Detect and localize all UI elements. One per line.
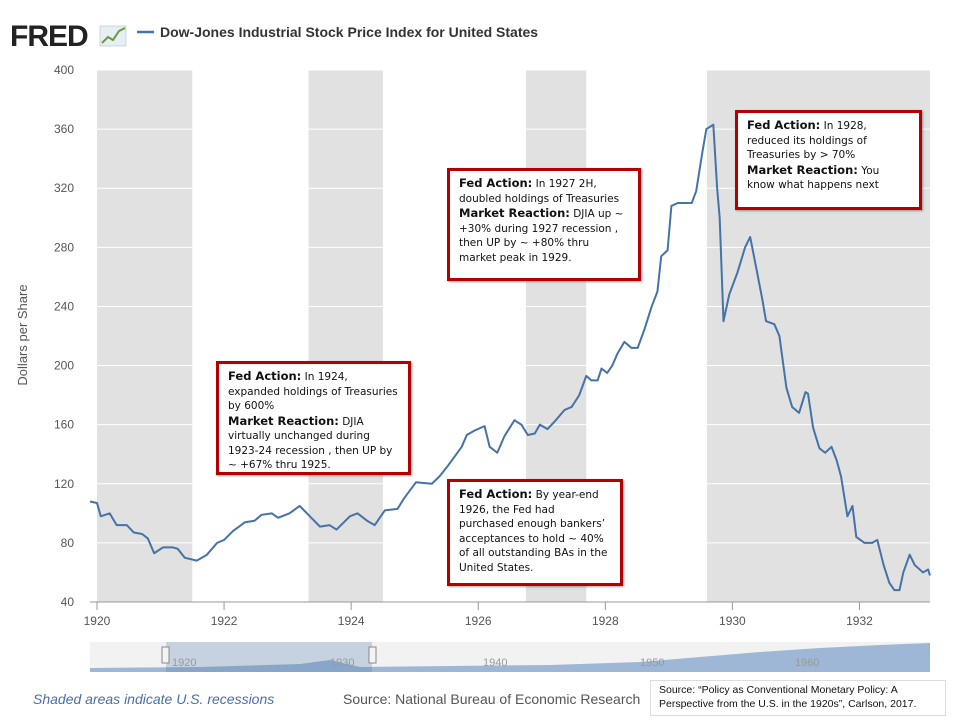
- annotation-text: In 1927 2H, doubled holdings of Treasuri…: [459, 178, 620, 205]
- y-tick-label: 40: [61, 595, 75, 609]
- x-tick-label: 1926: [465, 614, 492, 628]
- y-tick-label: 360: [54, 122, 74, 136]
- x-tick-label: 1924: [338, 614, 365, 628]
- x-tick-label: 1928: [592, 614, 619, 628]
- source: Source: National Bureau of Economic Rese…: [343, 691, 640, 707]
- y-tick-label: 160: [54, 418, 74, 432]
- annotation-text: By year-end 1926, the Fed had purchased …: [459, 489, 608, 574]
- annotation-label: Market Reaction:: [747, 162, 858, 177]
- annotation-text: In 1928, reduced its holdings of Treasur…: [747, 120, 867, 161]
- navigator: [90, 642, 930, 672]
- navigator-label: 1960: [795, 657, 819, 669]
- annotation-label: Fed Action:: [459, 487, 533, 501]
- x-tick-label: 1930: [719, 614, 746, 628]
- navigator-handle[interactable]: [161, 646, 170, 664]
- logo-icon: [99, 25, 127, 47]
- y-tick-label: 120: [54, 477, 74, 491]
- navigator-labels: 1920 1930 1940 1950 1960: [172, 657, 819, 669]
- annotation-label: Fed Action:: [747, 118, 821, 132]
- y-tick-label: 280: [54, 240, 74, 254]
- x-tick-label: 1932: [846, 614, 873, 628]
- navigator-label: 1930: [330, 657, 354, 669]
- annotation-text: In 1924, expanded holdings of Treasuries…: [228, 371, 398, 412]
- legend-label: Dow-Jones Industrial Stock Price Index f…: [160, 24, 538, 40]
- line-series: [89, 123, 931, 592]
- navigator-label: 1940: [483, 657, 507, 669]
- y-tick-label: 400: [54, 63, 74, 77]
- recession-note: Shaded areas indicate U.S. recessions: [33, 691, 274, 707]
- y-tick-label: 320: [54, 181, 74, 195]
- annotation: Fed Action: By year-end 1926, the Fed ha…: [447, 479, 623, 586]
- navigator-area: [90, 643, 930, 672]
- navigator-range[interactable]: [166, 642, 372, 672]
- navigator-handle[interactable]: [368, 646, 377, 664]
- annotation-text: You know what happens next: [747, 164, 880, 192]
- recession-band: [308, 70, 383, 602]
- annotation: Fed Action: In 1928, reduced its holding…: [735, 110, 922, 210]
- annotation-text: DJIA virtually unchanged during 1923-24 …: [228, 415, 393, 472]
- annotation: Fed Action: In 1924, expanded holdings o…: [216, 361, 411, 475]
- y-tick-label: 200: [54, 359, 74, 373]
- x-tick-label: 1922: [211, 614, 238, 628]
- recession-band: [96, 70, 193, 602]
- annotation: Fed Action: In 1927 2H, doubled holdings…: [447, 168, 641, 281]
- navigator-label: 1920: [172, 657, 196, 669]
- y-tick-label: 80: [61, 536, 75, 550]
- x-tick-label: 1920: [84, 614, 111, 628]
- annotation-text: DJIA up ~ +30% during 1927 recession , t…: [459, 208, 624, 264]
- y-axis-label: Dollars per Share: [15, 284, 30, 385]
- logo: FRED: [10, 20, 88, 53]
- citation: Source: “Policy as Conventional Monetary…: [650, 680, 946, 716]
- y-tick-label: 240: [54, 299, 74, 313]
- annotation-label: Fed Action:: [459, 176, 533, 190]
- navigator-label: 1950: [640, 657, 664, 669]
- annotation-label: Market Reaction:: [459, 206, 570, 220]
- annotation-label: Market Reaction:: [228, 413, 339, 428]
- annotation-label: Fed Action:: [228, 369, 302, 383]
